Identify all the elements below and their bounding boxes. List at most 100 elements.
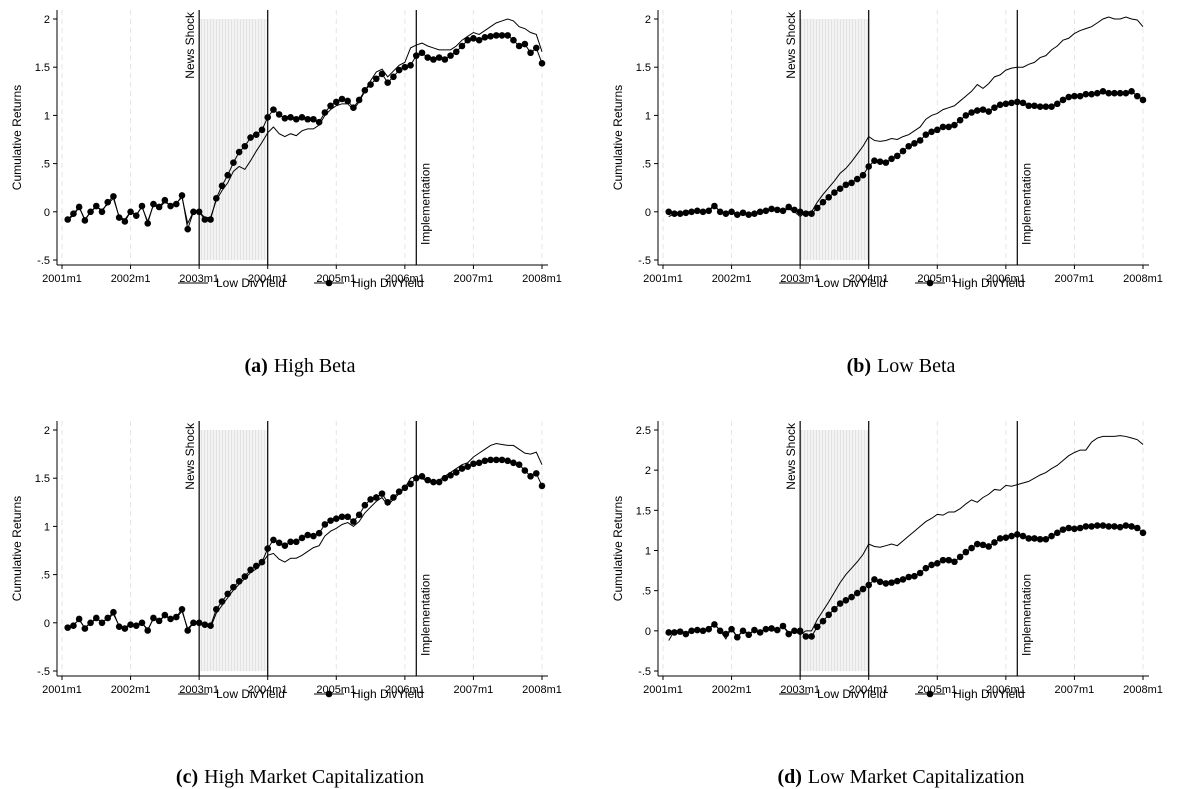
point — [521, 467, 529, 474]
caption-label: (d) — [777, 766, 801, 788]
point — [270, 106, 277, 113]
point — [808, 210, 815, 218]
point — [1139, 529, 1147, 537]
point — [768, 205, 775, 213]
point — [802, 210, 810, 218]
point — [882, 580, 890, 587]
point — [390, 73, 397, 81]
point — [1111, 523, 1118, 530]
point — [688, 627, 695, 635]
annotation: News Shock — [183, 11, 197, 79]
point — [848, 179, 855, 187]
series-line — [668, 16, 1144, 218]
point — [819, 198, 827, 206]
point — [207, 216, 214, 223]
point — [138, 619, 146, 627]
point — [115, 623, 123, 630]
annotation: News Shock — [784, 422, 798, 490]
point — [87, 619, 94, 627]
point — [395, 66, 403, 74]
point — [676, 628, 684, 635]
point — [962, 112, 970, 119]
annotation: Implementation — [1019, 163, 1033, 245]
x-tick-label: 2004m1 — [248, 273, 288, 285]
point — [991, 104, 998, 111]
point — [865, 163, 873, 170]
point — [979, 106, 987, 113]
point — [733, 633, 741, 641]
panel: 2001m1 2002m1 2003m1 2004m1 2005m1 2006m1 2007… — [10, 10, 562, 377]
legend-label: Low DivYield — [216, 276, 285, 290]
y-tick-label: 2 — [645, 14, 651, 26]
x-tick-label: 2002m1 — [111, 273, 151, 285]
point — [859, 171, 867, 179]
point — [722, 630, 730, 638]
x-tick-label: 2007m1 — [454, 684, 494, 696]
point — [110, 193, 117, 200]
point — [1128, 88, 1135, 95]
point — [1002, 534, 1010, 541]
point — [705, 625, 713, 633]
point — [384, 79, 392, 86]
point — [510, 459, 517, 467]
point — [355, 511, 363, 519]
y-tick-label: 0 — [645, 626, 651, 638]
x-tick-label: 2002m1 — [111, 684, 151, 696]
x-tick-label: 2006m1 — [385, 684, 425, 696]
point — [475, 36, 483, 44]
point — [962, 548, 970, 556]
point — [435, 54, 443, 61]
point — [435, 478, 443, 486]
x-tick-label: 2008m1 — [1123, 273, 1163, 285]
point — [916, 569, 924, 577]
point — [882, 159, 890, 166]
point — [447, 472, 454, 479]
point — [973, 540, 981, 548]
point — [81, 217, 89, 224]
point — [911, 572, 918, 580]
point — [676, 210, 684, 218]
point — [178, 192, 186, 199]
y-tick-label: -.5 — [638, 255, 651, 267]
point — [458, 42, 466, 50]
point — [247, 134, 254, 141]
point — [728, 208, 735, 216]
point — [224, 171, 232, 179]
point — [447, 52, 454, 59]
x-tick-label: 2002m1 — [712, 684, 752, 696]
point — [865, 581, 873, 589]
point — [98, 619, 106, 627]
point — [218, 598, 226, 605]
point — [70, 622, 77, 629]
point — [671, 210, 678, 218]
legend-label: Low DivYield — [216, 687, 285, 701]
point — [1105, 523, 1113, 530]
y-tick-label: 0 — [44, 618, 50, 630]
y-tick-label: -.5 — [37, 255, 50, 267]
point — [745, 211, 753, 218]
point — [796, 627, 804, 635]
point — [292, 538, 300, 546]
point — [1013, 531, 1021, 538]
caption-label: (b) — [847, 355, 871, 377]
y-tick-label: 2.5 — [636, 425, 651, 437]
point — [1025, 102, 1033, 110]
point — [1122, 522, 1130, 529]
point — [1048, 103, 1055, 111]
point — [510, 36, 517, 44]
point — [911, 140, 918, 147]
point — [161, 196, 169, 204]
x-tick-label: 2004m1 — [849, 684, 889, 696]
point — [384, 499, 392, 506]
point — [264, 545, 272, 552]
point — [1008, 99, 1015, 107]
caption: (a) High Beta — [245, 355, 356, 377]
point — [121, 625, 129, 632]
point — [161, 611, 169, 619]
point — [1031, 102, 1038, 110]
point — [1111, 89, 1118, 97]
x-tick-label: 2007m1 — [1055, 273, 1095, 285]
point — [212, 606, 220, 613]
point — [762, 207, 770, 215]
